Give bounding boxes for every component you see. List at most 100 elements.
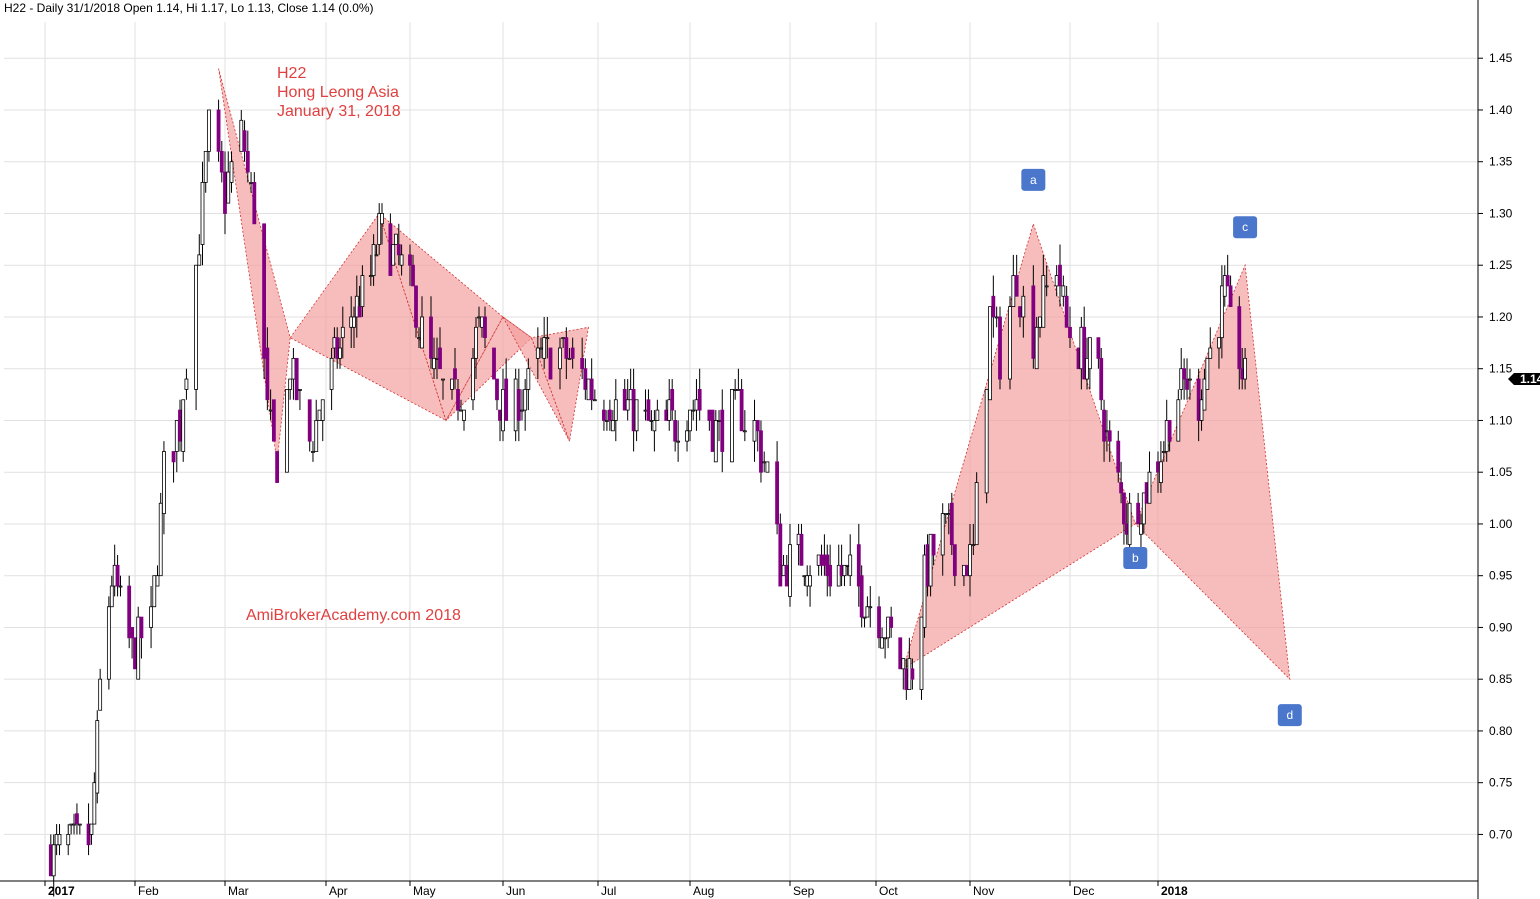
candle bbox=[115, 554, 120, 597]
candle-body bbox=[197, 254, 202, 266]
last-price-label: 1.14 bbox=[1520, 372, 1540, 386]
candle bbox=[605, 410, 609, 431]
candle-body bbox=[613, 399, 618, 421]
candle-body bbox=[162, 451, 166, 514]
candle-body bbox=[118, 585, 123, 588]
candle-body bbox=[223, 171, 227, 214]
candle bbox=[174, 420, 179, 473]
candle-body bbox=[943, 513, 948, 515]
candle-body bbox=[901, 658, 906, 670]
candle-body bbox=[498, 409, 502, 421]
candle-body bbox=[77, 823, 82, 826]
candle bbox=[762, 451, 767, 473]
candle-body bbox=[377, 213, 382, 245]
candle-body bbox=[765, 461, 770, 473]
candle bbox=[739, 379, 744, 432]
candle bbox=[162, 441, 166, 535]
candle-body bbox=[291, 357, 296, 380]
candle-body bbox=[828, 564, 833, 587]
candle bbox=[368, 254, 373, 286]
candle-body bbox=[1061, 285, 1066, 297]
candle-body bbox=[567, 357, 572, 360]
candle-body bbox=[605, 420, 609, 422]
candle bbox=[752, 399, 757, 462]
candle-body bbox=[483, 316, 487, 339]
candle-body bbox=[755, 420, 760, 432]
candle bbox=[643, 389, 648, 421]
candle bbox=[223, 151, 227, 235]
candle bbox=[848, 534, 853, 587]
x-tick-label: 2017 bbox=[48, 884, 75, 898]
candle-body bbox=[762, 461, 767, 464]
candle bbox=[1176, 389, 1181, 442]
candle bbox=[634, 399, 639, 442]
candle bbox=[340, 306, 345, 359]
candle bbox=[1219, 265, 1224, 359]
candle bbox=[380, 203, 384, 245]
y-tick-label: 1.35 bbox=[1489, 155, 1513, 169]
candle-body bbox=[631, 389, 636, 432]
candle bbox=[127, 575, 132, 649]
candle bbox=[1136, 492, 1141, 525]
candle-body bbox=[136, 616, 141, 680]
candle-body bbox=[558, 347, 562, 370]
candle bbox=[371, 234, 376, 286]
candle bbox=[1122, 492, 1126, 545]
candle-body bbox=[946, 513, 951, 515]
candle bbox=[931, 533, 936, 566]
candle-body bbox=[115, 564, 120, 587]
candle-body bbox=[435, 357, 439, 360]
candle bbox=[1141, 492, 1146, 535]
candle bbox=[329, 348, 334, 411]
candle bbox=[919, 616, 924, 700]
candle bbox=[688, 409, 692, 442]
candle bbox=[613, 379, 618, 442]
candle bbox=[265, 327, 270, 411]
candle bbox=[1217, 337, 1221, 369]
candle bbox=[1147, 451, 1152, 504]
candle bbox=[1159, 441, 1163, 493]
candle bbox=[520, 389, 524, 421]
candle bbox=[625, 379, 630, 421]
candle-body bbox=[925, 544, 930, 587]
candle-body bbox=[200, 182, 205, 245]
candle-body bbox=[1136, 502, 1141, 525]
candle-body bbox=[155, 575, 160, 587]
candle-body bbox=[910, 668, 915, 680]
candle bbox=[462, 409, 466, 431]
candle-body bbox=[592, 399, 597, 402]
candle bbox=[1011, 254, 1016, 308]
candle bbox=[586, 378, 591, 401]
candle-body bbox=[184, 378, 189, 390]
candle bbox=[968, 523, 972, 597]
candle-body bbox=[450, 378, 454, 390]
candle bbox=[75, 803, 79, 835]
candle-body bbox=[414, 285, 418, 328]
candle bbox=[95, 710, 100, 804]
candle-body bbox=[570, 347, 575, 359]
candle-body bbox=[649, 420, 654, 422]
candle bbox=[133, 637, 137, 670]
candlestick-series bbox=[48, 99, 1247, 897]
candle-body bbox=[438, 347, 442, 370]
candle-body bbox=[1096, 337, 1101, 359]
candle-body bbox=[1205, 357, 1210, 390]
candle-body bbox=[880, 637, 884, 649]
candle-body bbox=[688, 409, 692, 432]
candle bbox=[352, 306, 356, 349]
candle bbox=[1087, 337, 1092, 390]
x-tick-label: 2018 bbox=[1161, 884, 1188, 898]
candle bbox=[320, 399, 325, 442]
y-tick-label: 1.25 bbox=[1489, 258, 1513, 272]
candle bbox=[670, 379, 675, 421]
candle bbox=[294, 357, 299, 401]
candle bbox=[859, 565, 864, 628]
candle bbox=[922, 544, 927, 638]
candle-body bbox=[1225, 275, 1230, 287]
candle-body bbox=[759, 430, 763, 473]
candle-body bbox=[1219, 285, 1224, 339]
candle-body bbox=[1064, 295, 1069, 328]
candle-body bbox=[320, 399, 325, 421]
candle bbox=[98, 668, 103, 711]
candle-body bbox=[586, 378, 591, 401]
